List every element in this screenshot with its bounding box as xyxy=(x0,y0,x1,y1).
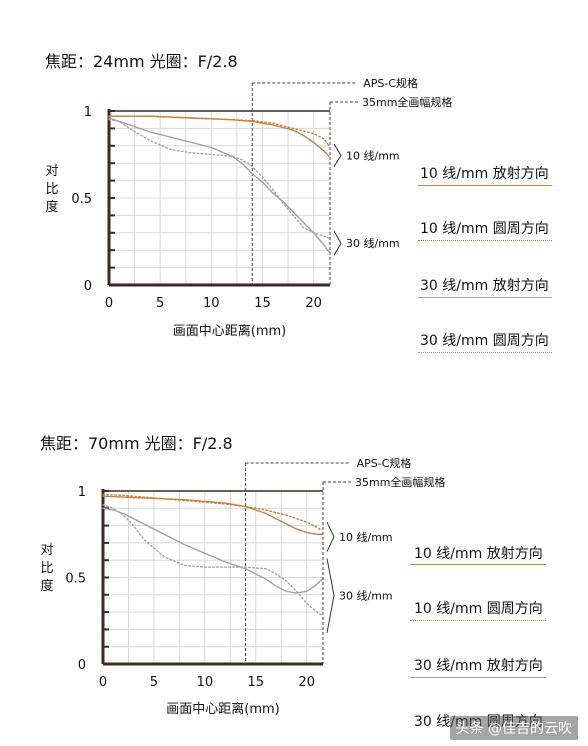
x-tick-label: 20 xyxy=(305,296,322,311)
series-bracket-label: 10 线/mm xyxy=(346,148,400,162)
mtf-chart-24mm: 0 5 10 15 20 0 0.5 1 画面中心距离(mm) 对比度 APS-C规格 35mm全画幅… xyxy=(45,76,452,339)
series-bracket-label: 30 线/mm xyxy=(339,589,393,603)
series-bracket xyxy=(326,558,335,633)
series-bracket xyxy=(333,230,342,256)
x-tick-label: 10 xyxy=(197,675,214,690)
x-tick-label: 0 xyxy=(105,296,113,311)
legend-label: 30 线/mm 圆周方向 xyxy=(420,333,549,349)
legend-swatch xyxy=(418,352,552,353)
series-line xyxy=(108,115,330,147)
x-tick-label: 5 xyxy=(150,675,158,690)
legend-label: 10 线/mm 圆周方向 xyxy=(414,601,543,617)
y-tick-label: 0.5 xyxy=(71,192,92,207)
series-line xyxy=(102,507,323,594)
x-tick-label: 20 xyxy=(298,675,315,690)
apsc-label: APS-C规格 xyxy=(363,76,418,90)
series-line xyxy=(102,493,323,532)
mtf-panel-24mm: 焦距：24mm 光圈：F/2.8 0 5 10 15 20 0 0.5 1 画面中心距离(mm)… xyxy=(0,0,588,370)
y-axis-label: 对比度 xyxy=(45,164,58,215)
legend-label: 10 线/mm 放射方向 xyxy=(414,546,543,562)
series-bracket-label: 10 线/mm xyxy=(339,530,393,544)
legend-swatch xyxy=(418,185,552,186)
x-tick-label: 5 xyxy=(156,296,164,311)
x-axis-label: 画面中心距离(mm) xyxy=(166,701,279,717)
series-line xyxy=(108,119,330,239)
mtf-chart-70mm: 0 5 10 15 20 0 0.5 1 画面中心距离(mm) 对比度 APS-C规格 35mm全画幅… xyxy=(40,456,445,717)
legend-label: 10 线/mm 放射方向 xyxy=(420,166,549,182)
legend-swatch xyxy=(418,240,552,241)
series-bracket xyxy=(326,521,335,552)
series-line xyxy=(108,117,330,253)
panel-title: 焦距：24mm 光圈：F/2.8 xyxy=(45,52,238,71)
y-tick-label: 0 xyxy=(84,279,92,294)
series-bracket-label: 30 线/mm xyxy=(346,236,400,250)
y-tick-label: 1 xyxy=(78,485,86,500)
y-tick-label: 1 xyxy=(84,105,92,120)
x-tick-label: 15 xyxy=(254,296,271,311)
legend-label: 30 线/mm 放射方向 xyxy=(414,658,543,674)
legend-swatch xyxy=(410,564,546,565)
series-line xyxy=(102,504,323,617)
watermark: 头条 @佳吉的云吹 xyxy=(449,716,578,740)
x-axis-label: 画面中心距离(mm) xyxy=(173,323,286,339)
legend-swatch xyxy=(410,620,546,621)
panel-title: 焦距：70mm 光圈：F/2.8 xyxy=(40,434,233,453)
y-tick-label: 0.5 xyxy=(65,572,86,587)
y-axis-label: 对比度 xyxy=(40,543,53,594)
legend-label: 10 线/mm 圆周方向 xyxy=(420,221,549,237)
y-tick-label: 0 xyxy=(78,658,86,673)
legend-swatch xyxy=(418,297,552,298)
x-tick-label: 10 xyxy=(203,296,220,311)
legend-swatch xyxy=(410,677,546,678)
ff-label: 35mm全画幅规格 xyxy=(362,95,452,109)
mtf-panel-70mm: 焦距：70mm 光圈：F/2.8 0 5 10 15 20 0 0.5 1 画面中心距离(mm)… xyxy=(0,380,588,746)
x-tick-label: 15 xyxy=(248,675,265,690)
legend-label: 30 线/mm 放射方向 xyxy=(420,278,549,294)
series-bracket xyxy=(333,143,342,167)
ff-label: 35mm全画幅规格 xyxy=(355,475,445,489)
x-tick-label: 0 xyxy=(99,675,107,690)
apsc-label: APS-C规格 xyxy=(357,456,412,470)
